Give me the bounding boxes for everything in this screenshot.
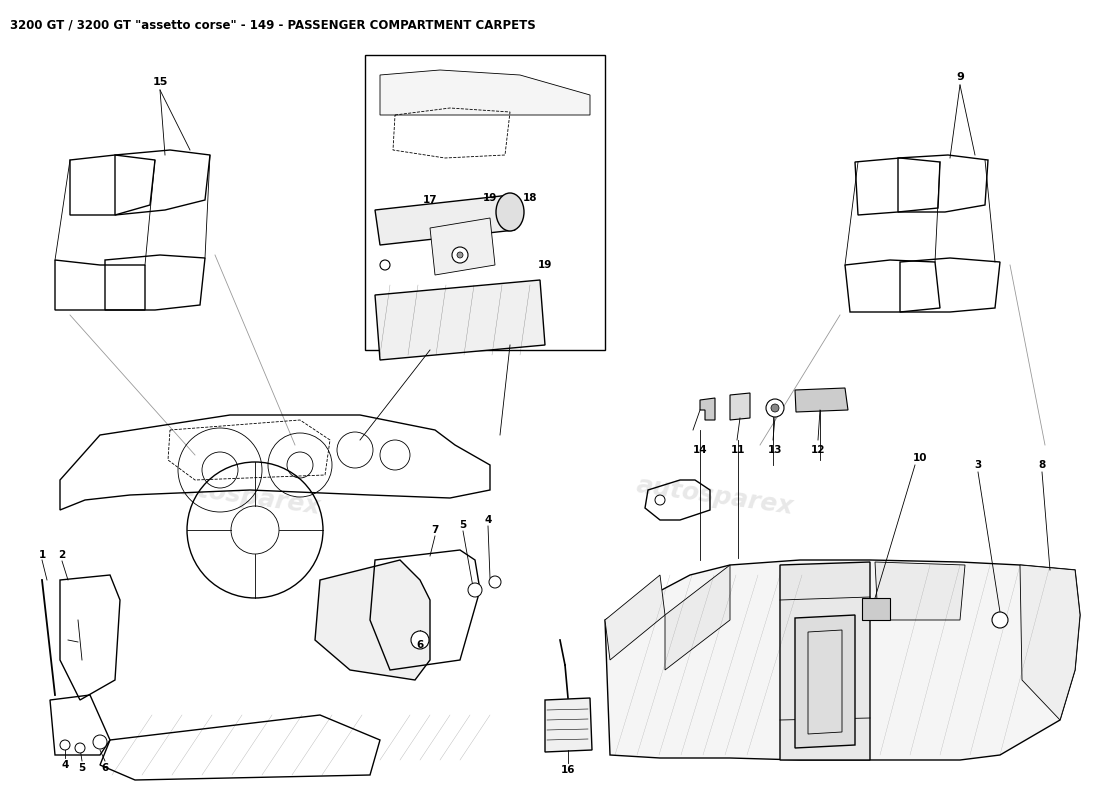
Text: 5: 5	[78, 763, 86, 773]
Text: 4: 4	[484, 515, 492, 525]
Text: 3: 3	[975, 460, 981, 470]
Polygon shape	[874, 562, 965, 620]
Text: 19: 19	[483, 193, 497, 203]
Polygon shape	[666, 565, 730, 670]
Text: 10: 10	[913, 453, 927, 463]
Circle shape	[411, 631, 429, 649]
Text: 19: 19	[538, 260, 552, 270]
Text: 6: 6	[101, 763, 109, 773]
Circle shape	[766, 399, 784, 417]
Polygon shape	[379, 70, 590, 115]
Text: 8: 8	[1038, 460, 1046, 470]
Circle shape	[456, 252, 463, 258]
Text: 16: 16	[561, 765, 575, 775]
Text: 1: 1	[39, 550, 45, 560]
Text: 12: 12	[811, 445, 825, 455]
Text: 2: 2	[58, 550, 66, 560]
Circle shape	[60, 740, 70, 750]
Text: autosparex: autosparex	[635, 473, 795, 519]
Text: 7: 7	[431, 525, 439, 535]
Circle shape	[490, 576, 500, 588]
Text: 13: 13	[768, 445, 782, 455]
Polygon shape	[315, 560, 430, 680]
Text: 9: 9	[956, 72, 964, 82]
Circle shape	[452, 247, 468, 263]
Polygon shape	[795, 615, 855, 748]
Text: 18: 18	[522, 193, 537, 203]
Polygon shape	[605, 575, 665, 660]
Text: 17: 17	[422, 195, 438, 205]
Text: 5: 5	[460, 520, 466, 530]
Text: 11: 11	[730, 445, 746, 455]
Polygon shape	[1020, 565, 1080, 720]
Ellipse shape	[496, 193, 524, 231]
Polygon shape	[605, 560, 1080, 760]
Polygon shape	[730, 393, 750, 420]
Circle shape	[654, 495, 666, 505]
Circle shape	[771, 404, 779, 412]
Polygon shape	[700, 398, 715, 420]
Circle shape	[75, 743, 85, 753]
Polygon shape	[375, 195, 515, 245]
Polygon shape	[60, 415, 490, 510]
Circle shape	[468, 583, 482, 597]
Circle shape	[379, 260, 390, 270]
Polygon shape	[544, 698, 592, 752]
Polygon shape	[795, 388, 848, 412]
Polygon shape	[375, 280, 544, 360]
Text: 6: 6	[417, 640, 424, 650]
Circle shape	[94, 735, 107, 749]
Polygon shape	[430, 218, 495, 275]
Text: autosparex: autosparex	[162, 473, 322, 519]
Text: 14: 14	[693, 445, 707, 455]
Text: 3200 GT / 3200 GT "assetto corse" - 149 - PASSENGER COMPARTMENT CARPETS: 3200 GT / 3200 GT "assetto corse" - 149 …	[10, 18, 536, 31]
Circle shape	[992, 612, 1008, 628]
Text: 15: 15	[152, 77, 167, 87]
Text: 4: 4	[62, 760, 68, 770]
Bar	[862, 598, 890, 620]
Polygon shape	[780, 562, 870, 760]
Bar	[365, 55, 605, 350]
